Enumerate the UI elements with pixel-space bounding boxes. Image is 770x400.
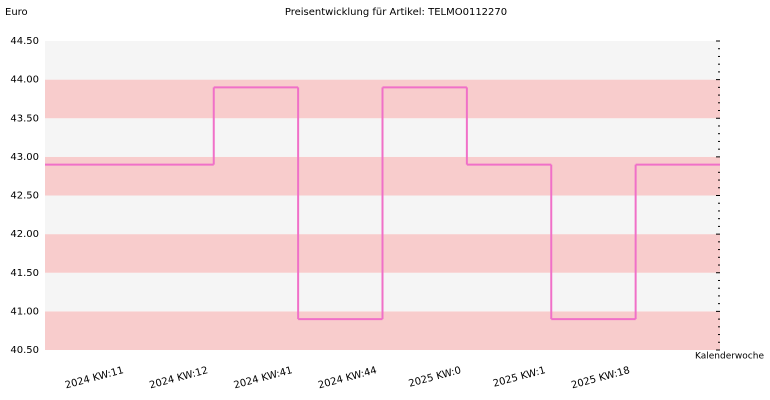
y-axis-label: Euro	[5, 7, 28, 18]
y-tick-label: 40.50	[10, 345, 39, 356]
x-tick-label: 2024 KW:12	[148, 365, 209, 391]
x-tick-label: 2024 KW:41	[233, 365, 294, 391]
y-tick-label: 43.00	[10, 152, 39, 163]
y-tick-label: 41.50	[10, 268, 39, 279]
y-tick-label: 42.50	[10, 191, 39, 202]
y-tick-label: 43.50	[10, 113, 39, 124]
chart-title: Preisentwicklung für Artikel: TELMO01122…	[285, 7, 507, 18]
x-tick-label: 2025 KW:0	[408, 365, 463, 390]
x-axis-label: Kalenderwoche	[695, 352, 764, 362]
x-tick-label: 2025 KW:18	[570, 365, 631, 391]
y-tick-label: 42.00	[10, 229, 39, 240]
x-tick-label: 2024 KW:11	[64, 365, 125, 391]
band	[45, 41, 720, 80]
x-tick-label: 2024 KW:44	[317, 365, 378, 391]
y-tick-label: 44.00	[10, 75, 39, 86]
x-tick-label: 2025 KW:1	[492, 365, 547, 390]
y-tick-label: 41.00	[10, 306, 39, 317]
y-tick-label: 44.50	[10, 36, 39, 47]
